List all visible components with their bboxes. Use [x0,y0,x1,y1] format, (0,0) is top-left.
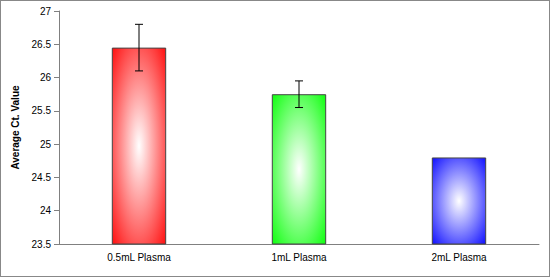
svg-text:23.5: 23.5 [32,239,52,250]
svg-text:26: 26 [40,72,52,83]
svg-text:27: 27 [40,6,52,17]
svg-text:25.5: 25.5 [32,105,52,116]
svg-text:24: 24 [40,205,52,216]
svg-text:0.5mL Plasma: 0.5mL Plasma [107,252,171,263]
svg-text:25: 25 [40,139,52,150]
svg-text:26.5: 26.5 [32,39,52,50]
svg-text:2mL Plasma: 2mL Plasma [431,252,487,263]
svg-text:1mL Plasma: 1mL Plasma [271,252,327,263]
svg-text:Average Ct. Value: Average Ct. Value [10,85,21,170]
svg-text:24.5: 24.5 [32,172,52,183]
